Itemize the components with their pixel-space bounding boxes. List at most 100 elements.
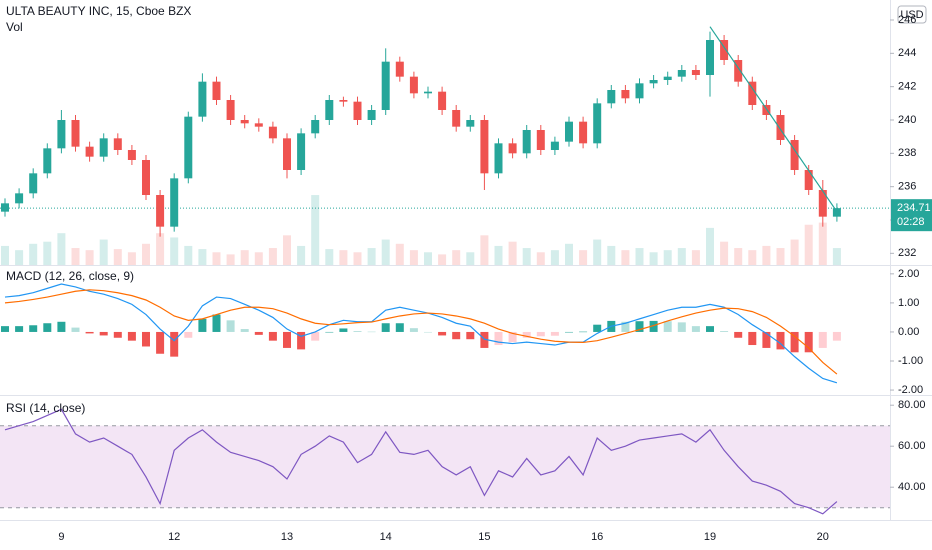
histogram-bar — [706, 326, 714, 332]
volume-bar — [706, 227, 714, 265]
volume-bar — [424, 252, 432, 265]
candle-body — [85, 146, 94, 157]
volume-bar — [818, 222, 827, 265]
candle-body — [593, 103, 602, 144]
candle-body — [43, 148, 52, 174]
volume-bar — [691, 250, 700, 265]
volume-bar — [29, 243, 38, 265]
candle-body — [466, 120, 475, 127]
candle-body — [57, 120, 66, 149]
candle-body — [170, 178, 179, 227]
y-tick-label: 238 — [898, 147, 916, 159]
histogram-bar — [565, 331, 573, 333]
histogram-bar — [142, 331, 150, 347]
volume-bar — [494, 245, 503, 265]
candle-body — [663, 76, 672, 80]
y-tick-label: 244 — [898, 47, 916, 59]
histogram-bar — [184, 331, 193, 338]
candle-body — [156, 195, 165, 227]
volume-bar — [1, 245, 9, 265]
candle-body — [550, 141, 559, 150]
marks-layer — [1, 26, 841, 515]
volume-bar — [649, 252, 658, 265]
volume-bar — [734, 248, 743, 265]
volume-bar — [156, 233, 165, 265]
y-tick-label: 240 — [898, 114, 916, 126]
volume-bar — [748, 250, 757, 265]
y-tick-label: -2.00 — [898, 384, 923, 396]
candle-body — [254, 123, 263, 127]
volume-bar — [99, 239, 108, 265]
volume-bar — [776, 248, 785, 265]
macd-line — [4, 283, 838, 384]
histogram-bar — [804, 331, 813, 353]
candle-body — [480, 120, 489, 174]
volume-bar — [240, 250, 249, 265]
rsi-title: RSI (14, close) — [6, 401, 85, 415]
histogram-bar — [57, 321, 66, 332]
histogram-bar — [339, 328, 348, 332]
macd-title: MACD (12, 26, close, 9) — [6, 269, 134, 283]
histogram-bar — [353, 331, 362, 332]
histogram-bar — [452, 331, 461, 340]
histogram-bar — [691, 326, 700, 332]
candle-body — [579, 121, 588, 144]
candle-body — [297, 133, 306, 170]
y-tick-label: 236 — [898, 181, 916, 193]
histogram-bar — [790, 331, 799, 353]
histogram-bar — [113, 331, 122, 338]
histogram-bar — [832, 331, 841, 341]
candle-body — [776, 115, 785, 140]
candle-body — [635, 83, 644, 99]
x-tick-label: 9 — [58, 531, 64, 543]
histogram-bar — [677, 322, 686, 332]
chart-title: ULTA BEAUTY INC, 15, Cboe BZX — [6, 4, 191, 18]
volume-bar — [522, 248, 531, 265]
histogram-bar — [29, 325, 38, 332]
histogram-bar — [43, 323, 52, 332]
candle-body — [565, 121, 573, 142]
trend-line — [709, 26, 838, 213]
candle-body — [734, 60, 743, 82]
x-tick-label: 19 — [704, 531, 716, 543]
volume-bar — [184, 245, 193, 265]
currency[interactable]: USD — [900, 9, 923, 21]
backdrop-layer — [0, 19, 894, 509]
candle-body — [311, 120, 320, 134]
volume-bar — [325, 249, 334, 265]
candle-body — [381, 61, 390, 110]
volume-bar — [395, 243, 404, 265]
x-tick-label: 20 — [817, 531, 829, 543]
y-tick-label: 2.00 — [898, 268, 919, 280]
volume-bar — [57, 233, 66, 265]
histogram-bar — [508, 331, 517, 343]
currency-badge[interactable] — [897, 5, 927, 24]
candle-body — [762, 105, 771, 115]
candle-body — [29, 173, 38, 194]
y-tick-label: 60.00 — [898, 440, 926, 452]
volume-bar — [353, 252, 362, 265]
histogram-bar — [395, 323, 404, 332]
last-price-box — [891, 199, 932, 232]
candle-body — [99, 138, 108, 157]
volume-bar — [409, 250, 418, 265]
volume-bar — [283, 235, 291, 265]
histogram-bar — [226, 320, 235, 332]
volume-bar — [621, 250, 630, 265]
histogram-bar — [550, 331, 559, 336]
candle-body — [607, 90, 616, 104]
y-tick-label: 232 — [898, 247, 916, 259]
histogram-bar — [536, 331, 545, 337]
candle-body — [720, 40, 729, 60]
candle-body — [184, 116, 193, 179]
y-tick-label: 246 — [898, 14, 916, 26]
volume-bar — [466, 252, 475, 265]
label-layer: ULTA BEAUTY INC, 15, Cboe BZX Vol MACD (… — [6, 4, 932, 543]
histogram-bar — [71, 327, 80, 332]
x-tick-label: 16 — [591, 531, 603, 543]
volume-bar — [508, 241, 517, 265]
volume-bar — [607, 245, 616, 265]
histogram-bar — [156, 331, 165, 354]
histogram-bar — [663, 321, 672, 332]
histogram-bar — [367, 331, 376, 333]
